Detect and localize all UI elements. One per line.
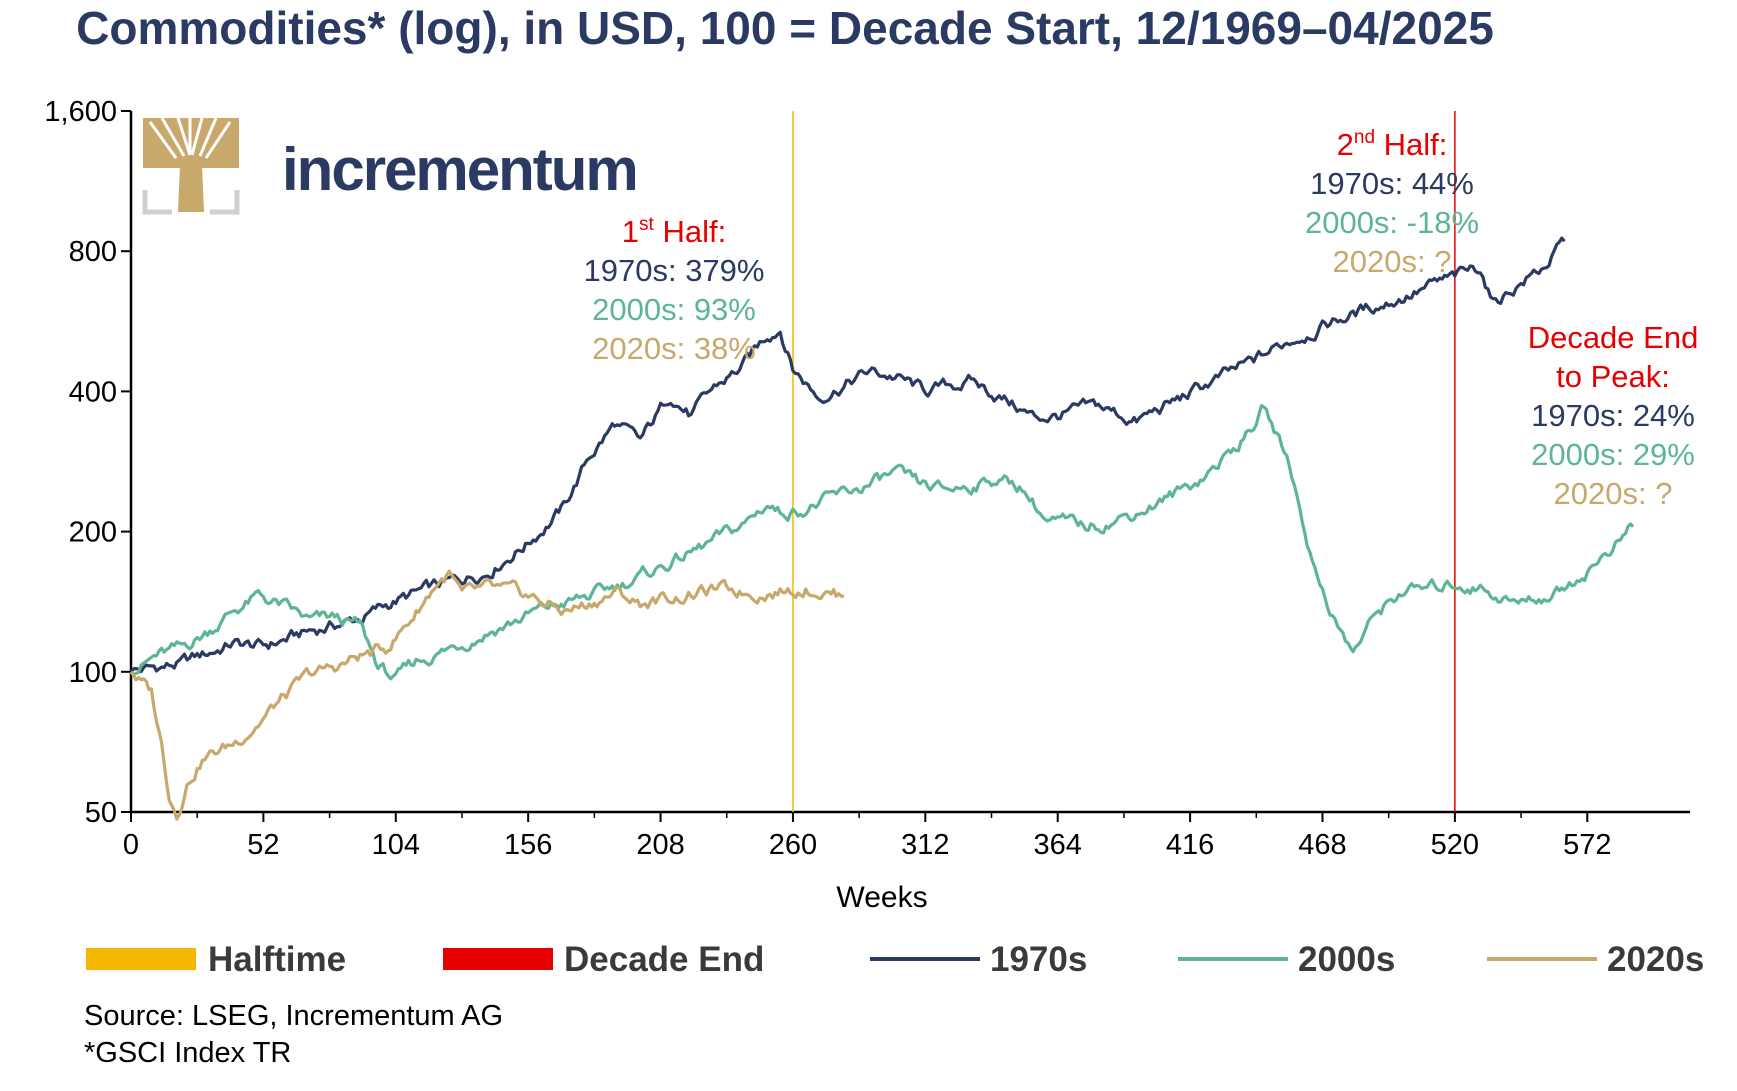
legend-swatch-halftime (86, 948, 196, 970)
annotation-second-half-heading: 2nd Half: (1337, 127, 1448, 162)
legend-label-2000s: 2000s (1298, 940, 1395, 979)
annotation-first-half-2000s: 2000s: 93% (592, 292, 756, 327)
y-tick-label: 800 (69, 236, 117, 268)
x-axis-label: Weeks (836, 881, 927, 914)
logo: incrementum (142, 117, 639, 215)
annotation-decade-end-2020s: 2020s: ? (1554, 476, 1673, 511)
annotation-second-half: 2nd Half: 1970s: 44% 2000s: -18% 2020s: … (1305, 127, 1479, 279)
chart-title: Commodities* (log), in USD, 100 = Decade… (76, 2, 1494, 54)
series-line-2000s (129, 404, 1635, 681)
annotation-first-half-heading: 1st Half: (622, 214, 726, 249)
legend-label-decade-end: Decade End (564, 940, 764, 979)
footnote-line: *GSCI Index TR (84, 1037, 291, 1069)
annotation-second-half-2020s: 2020s: ? (1333, 244, 1452, 279)
series-lines (129, 236, 1635, 821)
x-axis-ticks: 0 52 104 156 208 260 312 364 416 468 520 572 (123, 812, 1611, 861)
y-tick-label: 1,600 (44, 96, 117, 128)
legend-label-halftime: Halftime (208, 940, 346, 979)
x-tick-label: 208 (636, 829, 684, 861)
annotation-first-half-2020s: 2020s: 38% (592, 331, 756, 366)
annotation-decade-end-1970s: 1970s: 24% (1531, 398, 1695, 433)
series-line-2020s (129, 569, 845, 821)
annotation-decade-end: Decade End to Peak: 1970s: 24% 2000s: 29… (1528, 320, 1699, 511)
annotation-decade-end-2000s: 2000s: 29% (1531, 437, 1695, 472)
reference-lines (792, 111, 1456, 812)
x-tick-label: 52 (247, 829, 279, 861)
annotation-decade-end-heading-1: Decade End (1528, 320, 1699, 355)
x-tick-label: 572 (1563, 829, 1611, 861)
x-tick-label: 0 (123, 829, 139, 861)
x-tick-label: 312 (901, 829, 949, 861)
x-tick-label: 364 (1034, 829, 1082, 861)
source-line: Source: LSEG, Incrementum AG (84, 1000, 503, 1032)
annotation-second-half-2000s: 2000s: -18% (1305, 205, 1479, 240)
legend-swatch-decade-end (443, 948, 553, 970)
y-tick-label: 200 (69, 517, 117, 549)
tree-icon (142, 117, 240, 215)
x-tick-label: 468 (1298, 829, 1346, 861)
annotation-decade-end-heading-2: to Peak: (1556, 359, 1670, 394)
annotation-first-half: 1st Half: 1970s: 379% 2000s: 93% 2020s: … (584, 214, 765, 366)
annotation-second-half-1970s: 1970s: 44% (1310, 166, 1474, 201)
y-tick-label: 50 (85, 797, 117, 829)
legend: Halftime Decade End 1970s 2000s 2020s (86, 940, 1704, 979)
series-line-1970s (129, 236, 1566, 674)
x-tick-label: 104 (372, 829, 420, 861)
legend-label-1970s: 1970s (990, 940, 1087, 979)
y-axis-ticks: 50 100 200 400 800 1,600 (44, 96, 131, 829)
annotation-first-half-1970s: 1970s: 379% (584, 253, 765, 288)
axes (129, 111, 1690, 814)
brand-name: incrementum (282, 136, 637, 203)
y-tick-label: 100 (69, 657, 117, 689)
legend-label-2020s: 2020s (1607, 940, 1704, 979)
x-tick-label: 520 (1431, 829, 1479, 861)
x-tick-label: 260 (769, 829, 817, 861)
x-tick-label: 156 (504, 829, 552, 861)
x-tick-label: 416 (1166, 829, 1214, 861)
y-tick-label: 400 (69, 376, 117, 408)
